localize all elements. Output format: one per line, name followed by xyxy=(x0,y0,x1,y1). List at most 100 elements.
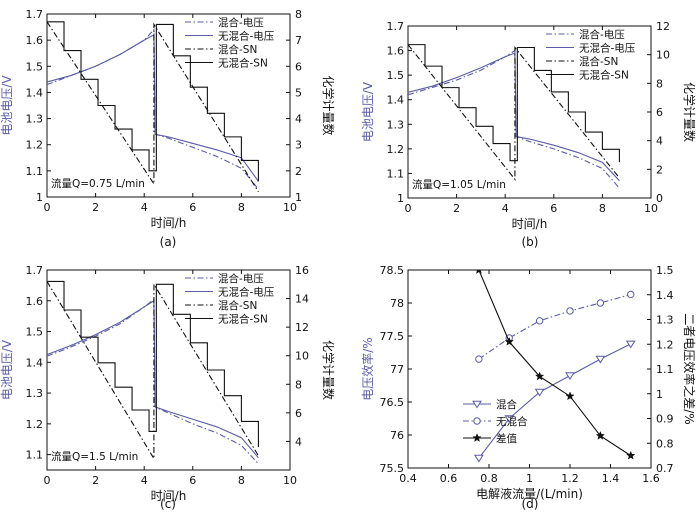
legend-marker-triangle xyxy=(472,400,482,409)
y-right-tick-label: 3 xyxy=(295,139,302,152)
y-left-tick-label: 1.7 xyxy=(387,20,405,33)
y-right-tick-label: 0.9 xyxy=(656,413,674,426)
x-tick-label: 0.8 xyxy=(480,472,498,485)
legend-entry: 混合-SN xyxy=(218,299,257,312)
y-left-tick-label: 1.2 xyxy=(26,418,44,431)
x-tick-label: 0 xyxy=(44,201,51,214)
y-right-tick-label: 6 xyxy=(295,60,302,73)
x-tick-label: 10 xyxy=(283,201,297,214)
y-right-tick-label: 7 xyxy=(295,34,302,47)
y-right-tick-label: 0.8 xyxy=(656,437,674,450)
y-right-tick-label: 1 xyxy=(656,388,663,401)
series-point-star xyxy=(626,450,636,460)
series-point-star xyxy=(565,391,575,401)
y-right-tick-label: 5 xyxy=(295,86,302,99)
legend-entry: 无混合-SN xyxy=(579,69,629,82)
series-line-4 xyxy=(47,21,259,182)
plot-area xyxy=(47,21,259,193)
y-right-tick-label: 8 xyxy=(656,77,663,90)
series-line-2 xyxy=(47,33,259,182)
y-left-tick-label: 1.1 xyxy=(26,165,44,178)
legend-entry: 无混合-SN xyxy=(218,313,268,326)
x-axis-label: 时间/h xyxy=(151,489,187,503)
series-point-circle xyxy=(627,290,635,299)
y-right-tick-label: 8 xyxy=(295,378,302,391)
y-left-tick-label: 1.5 xyxy=(26,326,44,339)
y-right-tick-label: 1.4 xyxy=(656,289,674,302)
y-left-axis-label: 电压效率/% xyxy=(360,337,375,400)
x-tick-label: 0 xyxy=(44,474,51,487)
legend-entry: 无混合-电压 xyxy=(579,42,636,55)
series-line-3 xyxy=(47,21,259,193)
x-tick-label: 8 xyxy=(599,202,606,215)
x-tick-label: 1.2 xyxy=(561,472,579,485)
y-left-tick-label: 1.1 xyxy=(387,167,405,180)
y-right-tick-label: 2 xyxy=(295,165,302,178)
y-left-tick-label: 77.5 xyxy=(380,330,405,343)
series-point-triangle xyxy=(565,372,575,381)
y-left-axis-label: 电池电压/V xyxy=(0,75,14,136)
x-tick-label: 1.4 xyxy=(602,472,620,485)
y-right-tick-label: 1.3 xyxy=(656,314,674,327)
y-right-tick-label: 0 xyxy=(656,192,663,205)
panel-sublabel: (c) xyxy=(160,497,176,511)
y-left-tick-label: 77 xyxy=(390,363,404,376)
y-right-tick-label: 0.7 xyxy=(656,462,674,475)
x-tick-label: 0.4 xyxy=(399,472,417,485)
x-tick-label: 1 xyxy=(526,472,533,485)
y-left-axis-label: 电池电压/V xyxy=(0,339,14,400)
series-point-triangle xyxy=(595,355,606,364)
y-left-tick-label: 78 xyxy=(390,297,404,310)
series-point-circle xyxy=(475,355,483,363)
y-left-tick-label: 1.4 xyxy=(26,356,44,369)
legend-entry: 无混合-SN xyxy=(218,57,268,70)
legend-entry: 差值 xyxy=(496,432,517,445)
legend-marker-star xyxy=(472,433,482,442)
y-left-tick-label: 75.5 xyxy=(380,462,405,475)
y-right-tick-label: 10 xyxy=(295,350,309,363)
legend-entry: 混合-SN xyxy=(579,55,618,68)
legend-entry: 混合-SN xyxy=(218,43,257,56)
y-right-tick-label: 1.1 xyxy=(656,363,674,376)
y-left-tick-label: 1.3 xyxy=(26,387,44,400)
legend-entry: 混合-电压 xyxy=(218,16,264,29)
x-tick-label: 2 xyxy=(92,474,99,487)
y-left-tick-label: 1.4 xyxy=(26,86,44,99)
x-tick-label: 8 xyxy=(238,474,245,487)
x-tick-label: 1.6 xyxy=(642,472,660,485)
series-line-3 xyxy=(408,44,620,181)
x-tick-label: 2 xyxy=(453,202,460,215)
y-right-tick-label: 6 xyxy=(295,407,302,420)
plot-frame xyxy=(46,13,291,198)
chart-panel-1: 0 2 4 6 8 1011.11.21.31.41.51.61.712345678时间/… xyxy=(0,8,336,249)
x-axis-label: 时间/h xyxy=(512,217,548,231)
y-right-axis-label: 化学计量数 xyxy=(321,340,336,400)
y-left-tick-label: 1 xyxy=(397,192,404,205)
legend-entry: 无混合 xyxy=(496,415,528,428)
x-tick-label: 10 xyxy=(644,202,658,215)
y-right-tick-label: 12 xyxy=(656,20,670,33)
y-left-axis-label: 电池电压/V xyxy=(361,81,375,142)
x-axis-label: 电解液流量/(L/min) xyxy=(476,486,583,501)
y-left-tick-label: 1.1 xyxy=(26,449,44,462)
y-left-tick-label: 1.4 xyxy=(387,94,405,107)
legend-entry: 混合-电压 xyxy=(579,28,625,41)
plot-area xyxy=(473,270,636,463)
y-right-tick-label: 4 xyxy=(295,435,302,448)
chart-panel-3: 0 2 4 6 8 10 1.1 1.2 1.3 1.4 1.5 1.6 1.7 4 6 8 10 12 14 16 时… xyxy=(0,264,336,511)
x-tick-label: 0.6 xyxy=(440,472,458,485)
plot-frame xyxy=(46,269,291,471)
y-right-axis-label: 化学计量数 xyxy=(682,82,697,142)
legend-entry: 混合-电压 xyxy=(218,272,264,285)
y-right-axis-label: 二者电压效率之差/% xyxy=(682,313,697,424)
y-left-tick-label: 1.6 xyxy=(387,45,405,58)
y-left-tick-label: 1.5 xyxy=(26,60,44,73)
y-left-tick-label: 76.5 xyxy=(380,396,405,409)
x-tick-label: 4 xyxy=(141,201,148,214)
series-point-triangle xyxy=(625,340,636,349)
series-point-triangle xyxy=(504,415,515,424)
series-line-3 xyxy=(478,270,632,457)
flow-rate-annotation: 流量Q=1.05 L/min xyxy=(412,178,506,191)
y-right-tick-label: 2 xyxy=(656,163,663,176)
